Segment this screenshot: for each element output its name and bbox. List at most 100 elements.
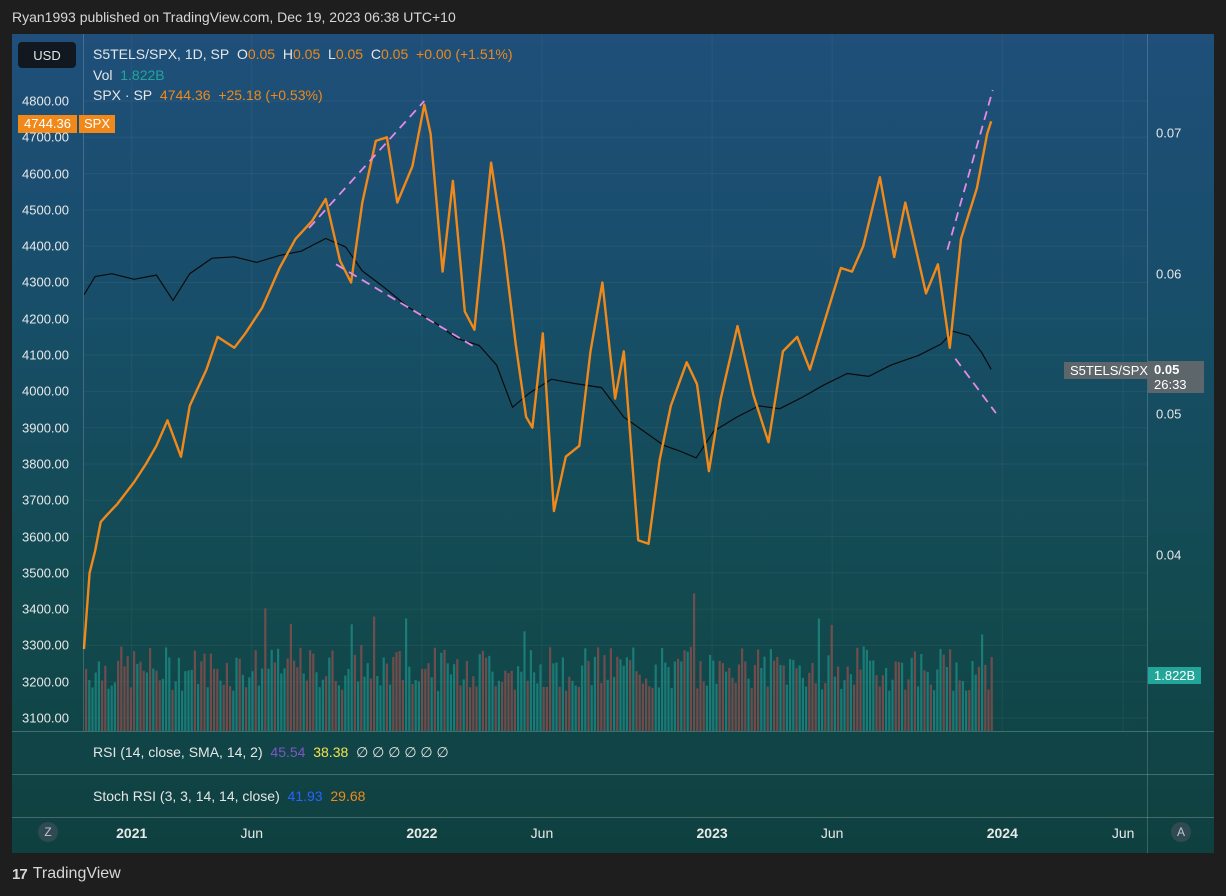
volume-bar [203,653,206,731]
volume-bar [337,685,340,731]
volume-legend-row[interactable]: Vol 1.822B [93,67,165,83]
volume-bar [712,660,715,731]
volume-bar [248,677,251,731]
vol-label: Vol [93,67,113,83]
volume-bar [101,680,104,731]
volume-bar [990,657,993,731]
volume-bar [382,657,385,731]
volume-bar [648,686,651,731]
volume-bar [427,663,430,731]
volume-bar [923,670,926,731]
volume-bar [168,657,171,731]
volume-bar [798,665,801,731]
volume-bar [353,654,356,731]
volume-bar [568,676,571,731]
footer-brand: TradingView [32,865,121,882]
volume-bar [222,684,225,731]
volume-bar [251,671,254,731]
volume-bar [366,663,369,731]
volume-bar [453,664,456,731]
volume-bar [219,680,222,731]
chart-svg[interactable] [12,34,1214,853]
volume-bar [405,618,408,731]
volume-bar [737,664,740,731]
left-tick-label: 4300.00 [22,274,69,290]
volume-bar [417,681,420,731]
volume-bar [587,661,590,731]
left-tick-label: 4700.00 [22,129,69,145]
trendline [946,89,994,251]
volume-bar [107,688,110,731]
volume-bar [965,690,968,731]
bar-countdown: 26:33 [1154,377,1187,392]
volume-bar [238,658,241,731]
volume-bar [606,679,609,731]
volume-bar [734,682,737,731]
volume-bar [110,685,113,731]
volume-bar [459,685,462,731]
footer: 17 TradingView [12,865,121,883]
volume-bar [446,663,449,731]
volume-bar [824,683,827,731]
volume-flag: 1.822B [1148,667,1202,684]
volume-bar [449,674,452,731]
volume-bar [894,661,897,731]
volume-bar [974,674,977,731]
volume-bar [741,648,744,731]
volume-bar [155,670,158,731]
volume-bar [808,672,811,731]
rsi-pane-top[interactable] [12,731,1214,732]
volume-bar [715,683,718,731]
volume-bar [161,678,164,731]
volume-bar [875,675,878,731]
volume-bar [619,659,622,731]
volume-bar [171,689,174,731]
auto-scale-button[interactable]: A [1171,822,1191,842]
main-legend-row[interactable]: S5TELS/SPX, 1D, SP O0.05 H0.05 L0.05 C0.… [93,46,513,62]
close-label: C [370,46,381,62]
volume-bar [949,649,952,731]
tradingview-logo-icon: 17 [12,865,28,883]
volume-bar [190,669,193,731]
zoom-z-button[interactable]: Z [38,822,58,842]
overlay-legend-row[interactable]: SPX · SP 4744.36 +25.18 (+0.53%) [93,87,323,103]
volume-bar [529,650,532,731]
stoch-pane-top[interactable] [12,774,1214,775]
volume-bar [392,657,395,731]
volume-bar [257,685,260,731]
rsi-legend[interactable]: RSI (14, close, SMA, 14, 2) 45.54 38.38 … [93,744,449,761]
ratio-value-flag: 0.05 26:33 [1148,361,1204,393]
volume-bar [126,656,129,731]
volume-bar [331,650,334,731]
currency-button[interactable]: USD [18,42,76,68]
left-tick-label: 4100.00 [22,347,69,363]
volume-bar [590,685,593,731]
volume-bar [273,662,276,731]
stoch-legend[interactable]: Stoch RSI (3, 3, 14, 14, close) 41.93 29… [93,788,365,804]
volume-bar [469,687,472,731]
volume-bar [552,663,555,731]
volume-bar [939,648,942,731]
volume-bar [830,624,833,731]
chart-panel[interactable]: USD S5TELS/SPX, 1D, SP O0.05 H0.05 L0.05… [12,34,1214,853]
left-price-axis[interactable] [12,34,84,731]
volume-bar [341,689,344,731]
low-value: 0.05 [335,46,364,62]
volume-bar [958,680,961,731]
volume-bar [184,671,187,731]
volume-bar [603,655,606,731]
volume-bar [593,656,596,731]
volume-bar [609,648,612,731]
spx-flag-symbol: SPX [79,115,116,133]
volume-bar [139,661,142,731]
volume-bar [837,666,840,731]
volume-bar [401,680,404,731]
time-axis-label: 2023 [696,825,728,841]
volume-bar [299,647,302,731]
right-tick-label: 0.05 [1156,406,1182,422]
time-axis-label: Jun [240,825,264,841]
open-label: O [236,46,248,62]
volume-bar [245,687,248,731]
volume-bar [725,671,728,731]
spx-series-line [82,103,993,650]
